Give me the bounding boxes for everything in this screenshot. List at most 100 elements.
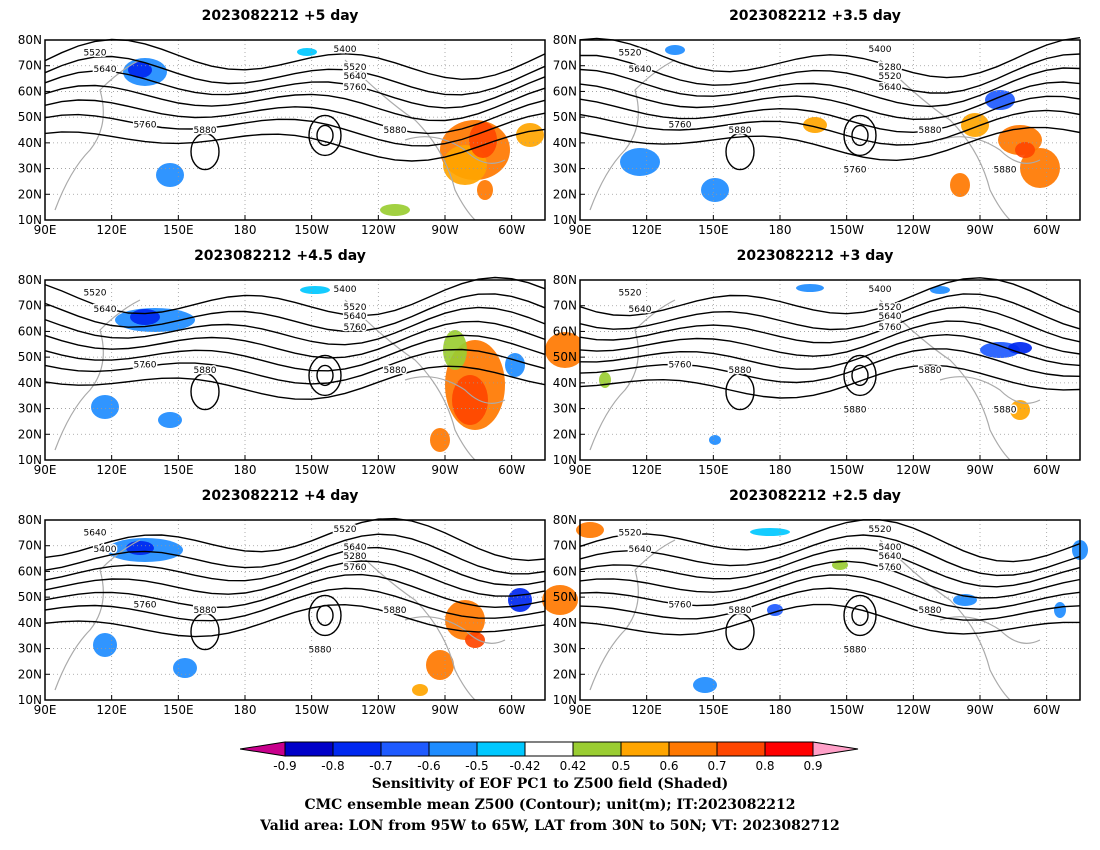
sensitivity-patch <box>693 677 717 693</box>
z500-contour <box>579 519 1081 563</box>
contour-label: 5400 <box>869 285 892 295</box>
contour-label: 5880 <box>844 406 867 416</box>
lon-tick-label: 180 <box>769 703 792 717</box>
z500-high-contour <box>851 364 869 387</box>
colorbar-box <box>428 741 478 757</box>
sensitivity-patch <box>300 286 330 294</box>
sensitivity-patch <box>750 528 790 536</box>
colorbar-box <box>476 741 526 757</box>
lon-tick-label: 90W <box>431 463 458 477</box>
sensitivity-patch <box>576 522 604 538</box>
contour-label: 5640 <box>344 312 367 322</box>
lon-tick-label: 120W <box>361 223 396 237</box>
z500-contour <box>579 126 1081 162</box>
gulf-coastline <box>404 136 506 164</box>
contour-label: 5880 <box>309 646 332 656</box>
z500-high-contour <box>725 612 755 651</box>
lon-tick-label: 120E <box>96 703 127 717</box>
asia-coastline <box>54 59 141 211</box>
lon-tick-label: 90W <box>431 223 458 237</box>
america-coastline <box>344 299 476 461</box>
contour-label: 5880 <box>844 646 867 656</box>
map-panel-2: 2023082212 +3.5 day 5520 5640 5400 5280 5520… <box>545 8 1085 237</box>
lat-tick-label: 20N <box>553 187 577 201</box>
sensitivity-patch <box>430 428 450 452</box>
lat-tick-label: 80N <box>553 513 577 527</box>
z500-high-contour <box>308 114 342 157</box>
lat-tick-label: 60N <box>18 324 42 338</box>
contour-label: 5760 <box>134 121 157 131</box>
map-panel-5: 2023082212 +4 day 5640 5400 5520 5640 5280 57… <box>10 488 578 717</box>
contour-label: 5880 <box>384 126 407 136</box>
lat-tick-label: 20N <box>553 427 577 441</box>
colorbar-tick-label: 0.9 <box>803 759 822 773</box>
lat-tick-label: 70N <box>18 59 42 73</box>
colorbar-tick-label: 0.42 <box>560 759 587 773</box>
z500-high-contour <box>843 354 877 397</box>
z500-high-contour <box>190 372 220 411</box>
sensitivity-patch <box>158 412 182 428</box>
colorbar-tick-label: -0.7 <box>369 759 392 773</box>
lon-tick-label: 120E <box>96 463 127 477</box>
sensitivity-patch <box>93 633 117 657</box>
z500-contour <box>579 95 1081 134</box>
contour-label: 5640 <box>344 543 367 553</box>
colorbar-tick-label: -0.42 <box>509 759 540 773</box>
asia-coastline <box>589 539 676 691</box>
z500-contour <box>579 37 1081 79</box>
z500-high-contour <box>316 124 334 147</box>
contour-label: 5400 <box>334 45 357 55</box>
map-frame <box>579 39 1081 221</box>
z500-contour <box>579 320 1081 357</box>
contour-label: 5760 <box>134 361 157 371</box>
map-frame <box>44 39 546 221</box>
lat-tick-label: 80N <box>553 33 577 47</box>
sensitivity-patch <box>1020 148 1060 188</box>
contour-label: 5520 <box>344 303 367 313</box>
contour-label: 5400 <box>94 545 117 555</box>
contour-label: 5520 <box>344 63 367 73</box>
colorbar-box <box>524 741 574 757</box>
contour-label: 5880 <box>919 126 942 136</box>
lon-tick-label: 120E <box>96 223 127 237</box>
lon-tick-label: 90E <box>569 223 592 237</box>
lon-tick-label: 120E <box>631 223 662 237</box>
z500-contour <box>44 573 546 609</box>
contour-label: 5880 <box>994 406 1017 416</box>
contour-layer <box>579 277 1081 411</box>
lat-tick-label: 60N <box>18 564 42 578</box>
lat-tick-label: 30N <box>18 162 42 176</box>
lon-tick-label: 150E <box>163 703 194 717</box>
lon-tick-label: 90W <box>966 703 993 717</box>
lat-tick-label: 10N <box>553 693 577 707</box>
america-coastline <box>879 59 1011 221</box>
footer-line-3: Valid area: LON from 95W to 65W, LAT fro… <box>260 818 840 834</box>
contour-label: 5520 <box>84 289 107 299</box>
sensitivity-patch <box>665 45 685 55</box>
contour-label: 5520 <box>619 529 642 539</box>
lon-tick-label: 150E <box>163 463 194 477</box>
sensitivity-patch <box>542 585 578 615</box>
z500-contour <box>579 560 1081 599</box>
colorbar-box <box>668 741 718 757</box>
sensitivity-patch <box>505 353 525 377</box>
sensitivity-patch <box>130 309 160 325</box>
lat-tick-label: 60N <box>553 564 577 578</box>
lon-tick-label: 150E <box>698 703 729 717</box>
contour-label: 5400 <box>334 285 357 295</box>
gulf-coastline <box>404 376 506 404</box>
contour-label: 5520 <box>879 303 902 313</box>
z500-contour <box>44 99 546 135</box>
contour-label: 5280 <box>344 552 367 562</box>
colorbar-tick-label: 0.7 <box>707 759 726 773</box>
z500-contour <box>44 55 546 96</box>
lat-tick-label: 30N <box>553 162 577 176</box>
lon-tick-label: 90W <box>966 223 993 237</box>
lat-tick-label: 60N <box>553 84 577 98</box>
lon-tick-label: 120W <box>361 463 396 477</box>
lat-tick-label: 60N <box>553 324 577 338</box>
lat-tick-label: 70N <box>18 299 42 313</box>
lon-tick-label: 120W <box>896 703 931 717</box>
